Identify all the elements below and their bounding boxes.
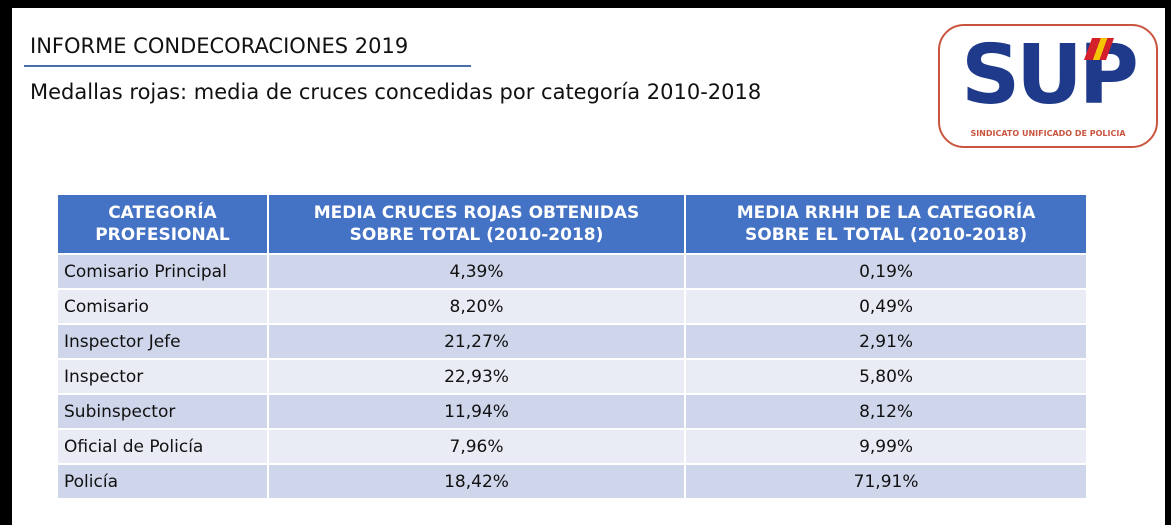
table-cell: 0,49% [685, 289, 1088, 325]
column-header: CATEGORÍA PROFESIONAL [58, 195, 269, 255]
table-cell: 0,19% [685, 254, 1088, 290]
title: INFORME CONDECORACIONES 2019 [30, 34, 409, 58]
column-header: MEDIA CRUCES ROJAS OBTENIDAS SOBRE TOTAL … [267, 195, 687, 255]
table-row: Oficial de Policía 7,96% 9,99% [58, 429, 1088, 465]
table-cell: Oficial de Policía [58, 429, 269, 465]
table: CATEGORÍA PROFESIONAL MEDIA CRUCES ROJAS O… [58, 195, 1088, 500]
table-cell: 8,12% [685, 394, 1088, 430]
table-cell: Comisario Principal [58, 254, 269, 290]
table-cell: Comisario [58, 289, 269, 325]
subtitle: Medallas rojas: media de cruces concedid… [30, 80, 762, 104]
header-row: CATEGORÍA PROFESIONAL MEDIA CRUCES ROJAS O… [58, 195, 1088, 255]
table-row: Subinspector 11,94% 8,12% [58, 394, 1088, 430]
table-row: Comisario Principal 4,39% 0,19% [58, 254, 1088, 290]
header-line: SOBRE EL TOTAL (2010-2018) [745, 225, 1028, 245]
header-line: SOBRE TOTAL (2010-2018) [349, 225, 604, 245]
table-cell: 5,80% [685, 359, 1088, 395]
column-header: MEDIA RRHH DE LA CATEGORÍA SOBRE EL TOTAL… [685, 195, 1088, 255]
table-cell: 4,39% [267, 254, 687, 290]
header-line: CATEGORÍA [108, 203, 217, 223]
table-cell: 21,27% [267, 324, 687, 360]
header-line: PROFESIONAL [95, 225, 230, 245]
table-cell: 7,96% [267, 429, 687, 465]
table-cell: Inspector Jefe [58, 324, 269, 360]
header-line: MEDIA CRUCES ROJAS OBTENIDAS [313, 203, 640, 223]
table-row: Inspector Jefe 21,27% 2,91% [58, 324, 1088, 360]
table-cell: 18,42% [267, 464, 687, 500]
logo-subtext: SINDICATO UNIFICADO DE POLICIA [970, 129, 1126, 138]
table-row: Policía 18,42% 71,91% [58, 464, 1088, 500]
table-cell: Policía [58, 464, 269, 500]
header-line: MEDIA RRHH DE LA CATEGORÍA [736, 203, 1036, 223]
table-cell: Inspector [58, 359, 269, 395]
title-underline [24, 65, 471, 67]
table-cell: 8,20% [267, 289, 687, 325]
table-row: Inspector 22,93% 5,80% [58, 359, 1088, 395]
table-cell: 2,91% [685, 324, 1088, 360]
table-row: Comisario 8,20% 0,49% [58, 289, 1088, 325]
table-cell: 71,91% [685, 464, 1088, 500]
table-cell: Subinspector [58, 394, 269, 430]
logo-text: SUP [961, 28, 1139, 123]
table-cell: 9,99% [685, 429, 1088, 465]
table-cell: 22,93% [267, 359, 687, 395]
logo: SUP SINDICATO UNIFICADO DE POLICIA [938, 24, 1158, 148]
table-cell: 11,94% [267, 394, 687, 430]
